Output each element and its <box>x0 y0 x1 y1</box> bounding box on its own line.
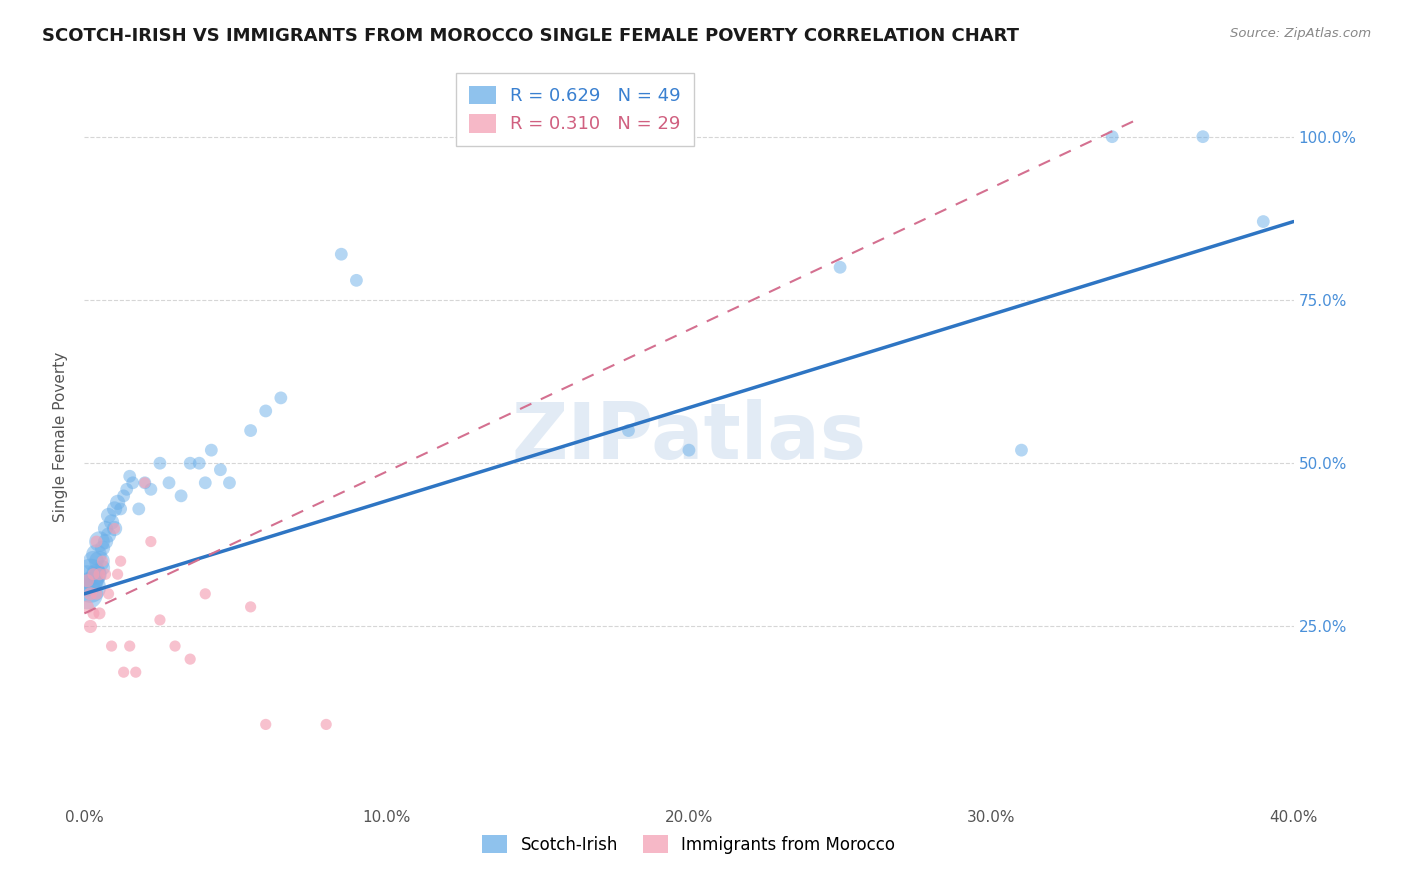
Point <box>97 508 120 523</box>
Point <box>254 404 277 418</box>
Point <box>107 567 129 582</box>
Point <box>86 567 108 582</box>
Point <box>239 599 262 614</box>
Point <box>179 456 201 470</box>
Point <box>118 639 141 653</box>
Point <box>218 475 240 490</box>
Point <box>94 534 117 549</box>
Point <box>100 515 122 529</box>
Point <box>128 502 150 516</box>
Point <box>194 475 217 490</box>
Point <box>79 580 101 594</box>
Point <box>194 587 217 601</box>
Point <box>104 521 127 535</box>
Point <box>82 574 104 588</box>
Point <box>89 567 111 582</box>
Point <box>89 607 111 621</box>
Text: ZIPatlas: ZIPatlas <box>512 399 866 475</box>
Point <box>112 665 135 680</box>
Point <box>110 554 132 568</box>
Point <box>100 639 122 653</box>
Point <box>139 534 162 549</box>
Y-axis label: Single Female Poverty: Single Female Poverty <box>53 352 69 522</box>
Point <box>239 424 262 438</box>
Point <box>91 541 114 555</box>
Point <box>82 567 104 582</box>
Point <box>91 560 114 574</box>
Point <box>86 587 108 601</box>
Point <box>330 247 353 261</box>
Point <box>89 554 111 568</box>
Point <box>134 475 156 490</box>
Point <box>1011 443 1033 458</box>
Point <box>125 665 148 680</box>
Legend: Scotch-Irish, Immigrants from Morocco: Scotch-Irish, Immigrants from Morocco <box>475 829 903 860</box>
Point <box>165 639 187 653</box>
Point <box>76 599 98 614</box>
Point <box>107 495 129 509</box>
Point <box>82 607 104 621</box>
Point <box>94 567 117 582</box>
Point <box>1253 214 1275 228</box>
Point <box>209 463 232 477</box>
Point <box>200 443 222 458</box>
Point <box>76 574 98 588</box>
Point <box>617 424 640 438</box>
Point <box>89 534 111 549</box>
Point <box>79 567 101 582</box>
Point <box>315 717 337 731</box>
Point <box>104 521 127 535</box>
Point <box>678 443 700 458</box>
Point <box>79 619 101 633</box>
Point <box>112 489 135 503</box>
Point <box>830 260 852 275</box>
Point <box>139 483 162 497</box>
Point <box>115 483 138 497</box>
Text: SCOTCH-IRISH VS IMMIGRANTS FROM MOROCCO SINGLE FEMALE POVERTY CORRELATION CHART: SCOTCH-IRISH VS IMMIGRANTS FROM MOROCCO … <box>42 27 1019 45</box>
Point <box>157 475 180 490</box>
Point <box>82 554 104 568</box>
Point <box>149 613 172 627</box>
Point <box>91 554 114 568</box>
Point <box>79 587 101 601</box>
Point <box>76 587 98 601</box>
Point <box>121 475 143 490</box>
Point <box>97 528 120 542</box>
Point <box>188 456 211 470</box>
Point <box>346 273 368 287</box>
Point <box>170 489 193 503</box>
Point <box>97 587 120 601</box>
Point <box>179 652 201 666</box>
Point <box>104 502 127 516</box>
Point <box>1192 129 1215 144</box>
Point <box>86 534 108 549</box>
Point <box>134 475 156 490</box>
Point <box>76 574 98 588</box>
Point <box>110 502 132 516</box>
Point <box>254 717 277 731</box>
Point <box>149 456 172 470</box>
Point <box>270 391 292 405</box>
Point <box>118 469 141 483</box>
Text: Source: ZipAtlas.com: Source: ZipAtlas.com <box>1230 27 1371 40</box>
Point <box>86 548 108 562</box>
Point <box>94 521 117 535</box>
Point <box>1101 129 1123 144</box>
